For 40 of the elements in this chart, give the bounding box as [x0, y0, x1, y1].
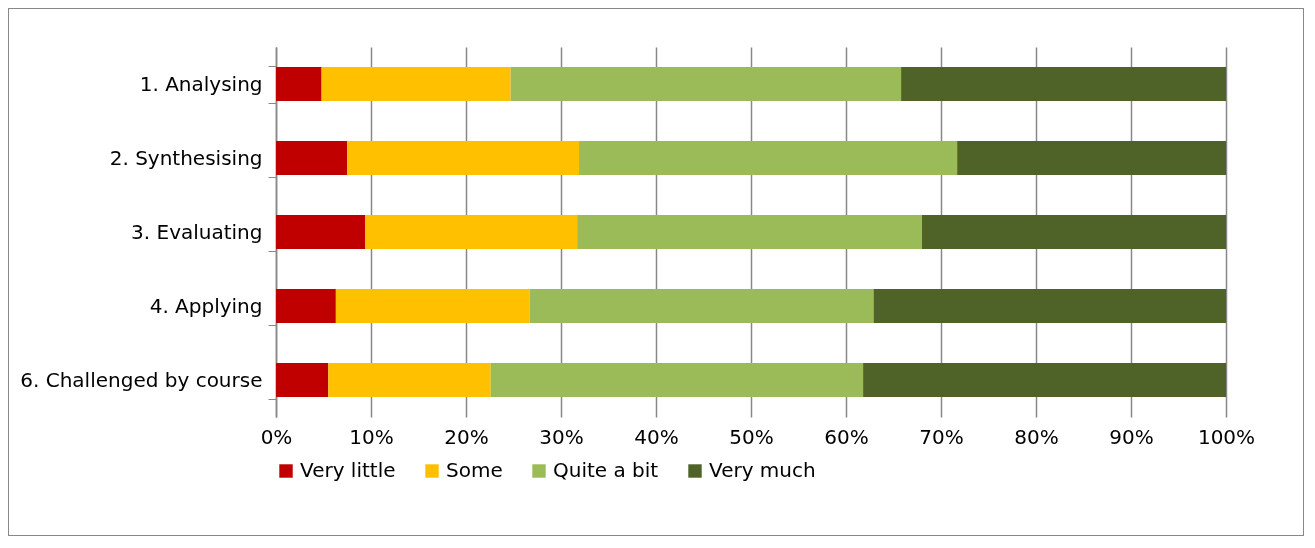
x-tick-label: 70% — [919, 424, 964, 449]
bar — [335, 289, 530, 323]
x-tick-label: 90% — [1109, 424, 1154, 449]
bar — [276, 289, 336, 323]
bar — [347, 141, 580, 175]
legend-label: Very little — [300, 458, 396, 482]
x-tick-label: 40% — [634, 424, 679, 449]
bar — [957, 141, 1226, 175]
legend-label: Quite a bit — [553, 458, 659, 482]
y-tick-label: 3. Evaluating — [131, 219, 263, 244]
y-tick-label: 6. Challenged by course — [20, 367, 263, 392]
bar — [510, 67, 902, 101]
bar — [321, 67, 511, 101]
y-tick-label: 1. Analysing — [139, 71, 263, 96]
bar — [922, 215, 1226, 249]
legend-label: Very much — [709, 458, 816, 482]
bar — [365, 215, 578, 249]
y-tick-label: 2. Synthesising — [109, 145, 263, 170]
x-tick-label: 60% — [824, 424, 869, 449]
bar — [276, 215, 366, 249]
bar — [276, 67, 322, 101]
x-tick-label: 10% — [349, 424, 394, 449]
x-tick-label: 80% — [1014, 424, 1059, 449]
x-tick-label: 20% — [444, 424, 489, 449]
y-tick-label: 4. Applying — [149, 293, 263, 318]
x-tick-label: 100% — [1197, 424, 1256, 449]
bar — [901, 67, 1226, 101]
bar — [276, 363, 329, 397]
bar — [328, 363, 491, 397]
bar — [490, 363, 864, 397]
bar — [863, 363, 1226, 397]
legend-label: Some — [446, 458, 503, 482]
bar — [577, 215, 922, 249]
x-tick-label: 30% — [539, 424, 584, 449]
bar — [529, 289, 874, 323]
x-tick-label: 50% — [729, 424, 774, 449]
bar — [276, 141, 348, 175]
bar — [873, 289, 1226, 323]
bar — [579, 141, 958, 175]
x-tick-label: 0% — [260, 424, 293, 449]
